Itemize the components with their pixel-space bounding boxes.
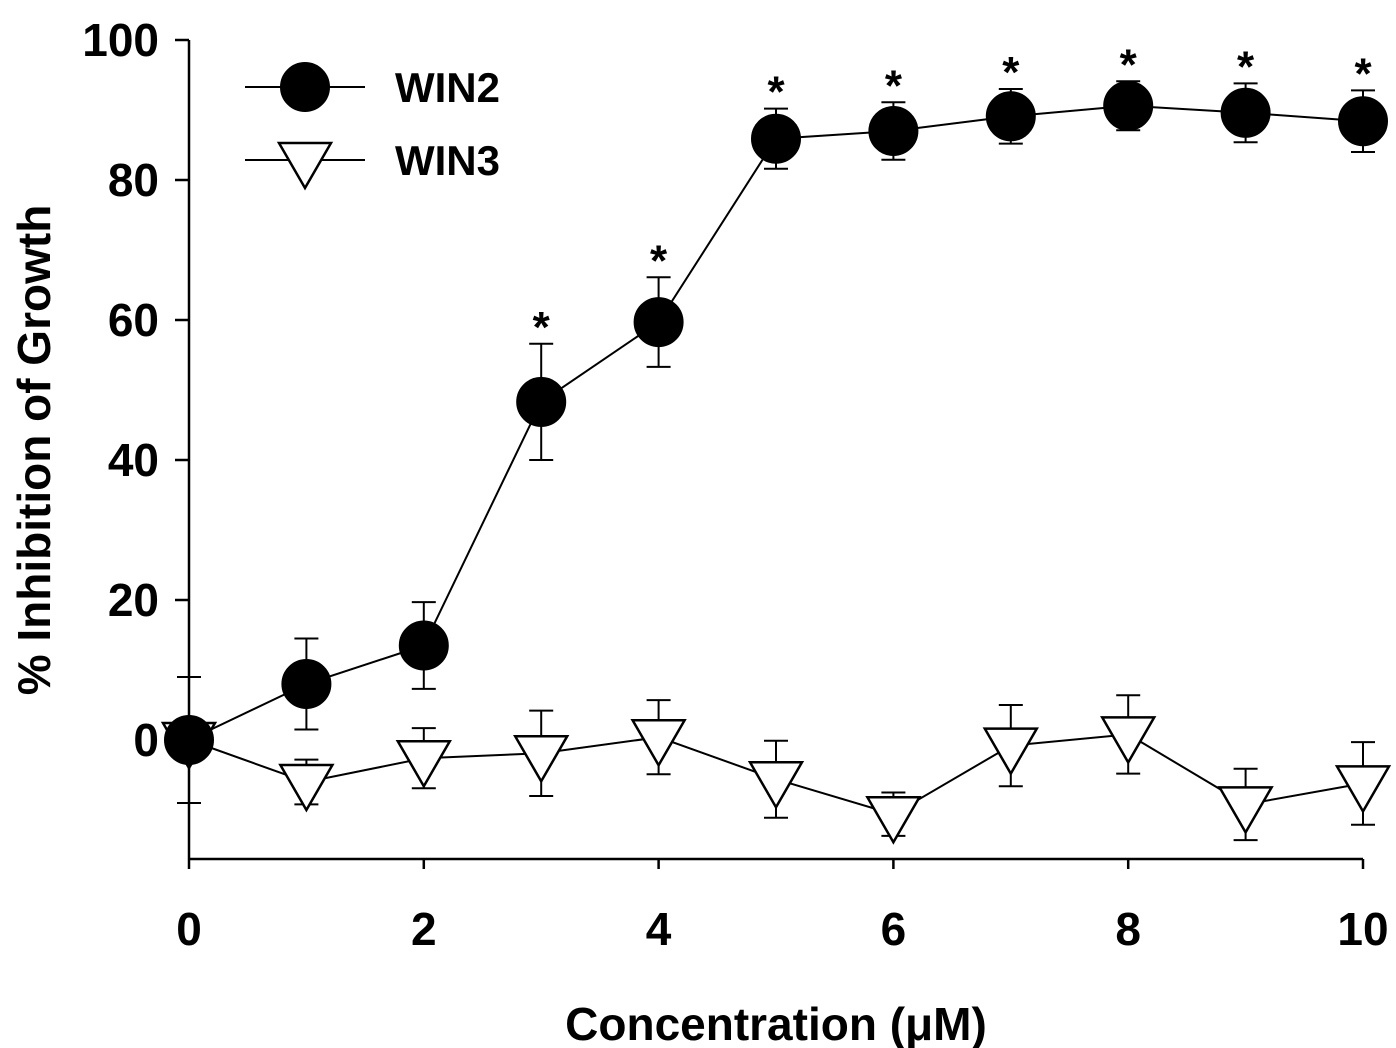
- series-line: [188, 104, 1364, 741]
- legend-marker: [280, 62, 330, 112]
- data-point: [164, 715, 214, 765]
- data-point: [1103, 80, 1154, 131]
- legend-label: WIN3: [395, 137, 500, 184]
- data-point: [868, 106, 919, 156]
- legend: WIN2 WIN3: [245, 62, 500, 191]
- legend-label: WIN2: [395, 64, 500, 111]
- ticks: 0 20 40 60 80 100 0 2 4 6 8 10: [82, 14, 1388, 955]
- data-point: [985, 91, 1036, 142]
- x-tick-label: 4: [646, 903, 672, 955]
- y-tick-label: 40: [108, 434, 159, 486]
- series-layer: * * * * * * * *: [160, 40, 1392, 845]
- significance-mark: *: [1120, 40, 1138, 89]
- y-axis-title: % Inhibition of Growth: [8, 205, 60, 696]
- data-point: [630, 718, 687, 768]
- data-point: [1220, 87, 1271, 138]
- data-point: [751, 113, 801, 164]
- y-tick-label: 100: [82, 14, 159, 66]
- data-point: [747, 760, 805, 810]
- y-tick-label: 80: [108, 154, 159, 206]
- series-win2: * * * * * * * *: [164, 40, 1388, 804]
- significance-mark: *: [1237, 42, 1255, 91]
- significance-mark: *: [650, 236, 668, 285]
- significance-mark: *: [1002, 48, 1020, 97]
- x-axis-title: Concentration (μM): [565, 998, 987, 1048]
- significance-mark: *: [885, 61, 903, 110]
- x-tick-label: 8: [1115, 903, 1141, 955]
- x-tick-label: 2: [411, 903, 437, 955]
- data-point: [1334, 765, 1392, 814]
- data-point: [1338, 96, 1388, 147]
- x-tick-label: 6: [881, 903, 907, 955]
- series-win3: [160, 676, 1392, 845]
- x-tick-label: 10: [1337, 903, 1388, 955]
- significance-mark: *: [1354, 49, 1372, 98]
- data-point: [1100, 716, 1157, 765]
- data-point: [395, 739, 452, 789]
- data-point: [513, 735, 570, 784]
- data-point: [1217, 786, 1274, 835]
- significance-mark: *: [767, 68, 785, 117]
- y-tick-label: 20: [108, 574, 159, 626]
- x-tick-label: 0: [176, 903, 202, 955]
- data-point: [516, 376, 567, 427]
- data-point: [278, 763, 335, 813]
- data-point: [982, 727, 1039, 777]
- significance-mark: *: [533, 303, 551, 352]
- y-tick-label: 0: [133, 714, 159, 766]
- data-point: [398, 620, 449, 671]
- y-tick-label: 60: [108, 294, 159, 346]
- legend-item-win3: WIN3: [245, 137, 500, 191]
- legend-marker: [276, 141, 334, 191]
- data-point: [865, 795, 922, 845]
- data-point: [281, 659, 332, 709]
- legend-item-win2: WIN2: [245, 62, 500, 112]
- data-point: [633, 297, 684, 348]
